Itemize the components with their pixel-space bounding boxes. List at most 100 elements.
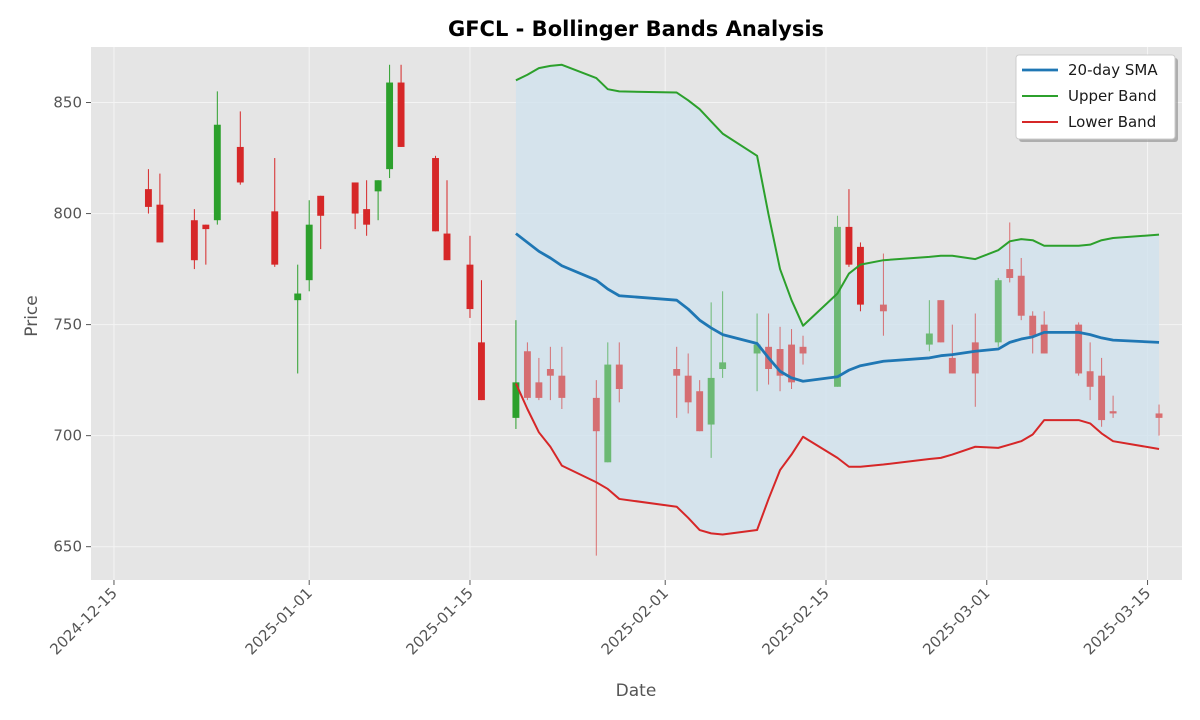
candle: [1075, 322, 1083, 376]
candle-body: [236, 146, 244, 183]
candle-body: [994, 280, 1002, 343]
candle: [1098, 357, 1106, 427]
candle: [1086, 342, 1094, 401]
y-axis-ticks: 650 700 750 800 850: [53, 94, 91, 556]
candle: [1017, 257, 1025, 321]
candle: [271, 158, 279, 267]
candle-body: [363, 209, 371, 225]
candle: [397, 64, 405, 147]
candle-body: [443, 233, 451, 261]
candle-body: [834, 226, 841, 387]
candle: [202, 224, 210, 265]
candle-body: [144, 189, 152, 207]
series-line-20-day-sma: [515, 232, 1160, 383]
candle-body: [696, 391, 704, 432]
legend-box: [1015, 54, 1176, 140]
candle-body: [478, 342, 485, 401]
candle-body: [512, 382, 520, 418]
candle: [1155, 404, 1163, 436]
y-tick-label: 750: [53, 316, 82, 334]
candle: [478, 280, 485, 401]
candle-body: [351, 182, 359, 214]
x-axis-label: Date: [616, 681, 657, 701]
y-tick-label: 700: [53, 427, 82, 445]
candle-body: [535, 382, 543, 398]
candle: [856, 242, 864, 312]
candle-body: [386, 82, 394, 170]
candle: [305, 200, 313, 292]
chart-title: GFCL - Bollinger Bands Analysis: [448, 17, 824, 41]
candle-body: [799, 346, 807, 354]
candle-body: [615, 364, 623, 390]
candle-body: [856, 246, 864, 305]
candle: [615, 342, 623, 403]
candle-body: [1109, 411, 1117, 414]
candle: [443, 180, 451, 261]
candle: [937, 300, 945, 343]
candle: [386, 64, 394, 179]
candle-body: [673, 369, 681, 376]
candle-body: [1040, 324, 1048, 354]
candle: [799, 335, 807, 365]
candle: [776, 326, 784, 392]
candle-body: [294, 293, 302, 301]
candle: [512, 320, 520, 429]
candle-body: [753, 344, 761, 354]
candle: [845, 189, 853, 267]
candle-body: [397, 82, 405, 147]
candle-body: [1029, 315, 1037, 336]
candle: [546, 346, 554, 401]
candle: [1109, 395, 1117, 418]
candle-body: [1155, 413, 1163, 418]
candle: [144, 169, 152, 214]
candle: [363, 180, 371, 236]
candle-body: [546, 369, 554, 376]
candle-body: [305, 224, 313, 281]
legend-label: Upper Band: [1068, 87, 1157, 105]
candle: [994, 277, 1002, 347]
candle-body: [684, 375, 692, 403]
candle-body: [1017, 275, 1025, 316]
candle: [948, 324, 956, 374]
candle-body: [213, 124, 221, 221]
candle-body: [466, 264, 474, 310]
candle: [925, 300, 933, 352]
candle-body: [317, 195, 325, 216]
y-axis-label: Price: [22, 295, 42, 336]
candle: [604, 342, 612, 463]
candle: [879, 253, 887, 336]
candle: [294, 264, 302, 374]
candle-body: [604, 364, 612, 463]
candle-body: [788, 344, 795, 383]
candle-body: [432, 158, 439, 232]
candle: [535, 357, 543, 401]
candle-body: [719, 362, 727, 370]
candle-body: [592, 397, 600, 432]
candle-body: [879, 304, 887, 312]
candle: [190, 209, 198, 270]
legend: 20-day SMA Upper Band Lower Band: [1015, 54, 1178, 142]
candle: [592, 380, 600, 556]
candle: [432, 155, 439, 232]
candle: [753, 313, 761, 392]
candle-body: [156, 204, 164, 243]
candle: [317, 195, 325, 250]
candle-body: [845, 226, 853, 265]
candle-body: [1086, 371, 1094, 387]
candle-body: [1075, 324, 1083, 374]
candle-body: [776, 349, 784, 376]
candle-body: [202, 224, 210, 230]
candle: [213, 91, 221, 225]
candle-body: [971, 342, 979, 374]
series-lines: [515, 63, 1160, 536]
candle: [558, 346, 566, 409]
candle-body: [937, 300, 945, 343]
candle: [696, 380, 704, 432]
candle: [834, 215, 841, 387]
candle-body: [925, 333, 933, 345]
series-line-lower-band: [515, 383, 1160, 536]
legend-label: 20-day SMA: [1068, 61, 1158, 79]
legend-label: Lower Band: [1068, 113, 1156, 131]
candle-body: [558, 375, 566, 398]
